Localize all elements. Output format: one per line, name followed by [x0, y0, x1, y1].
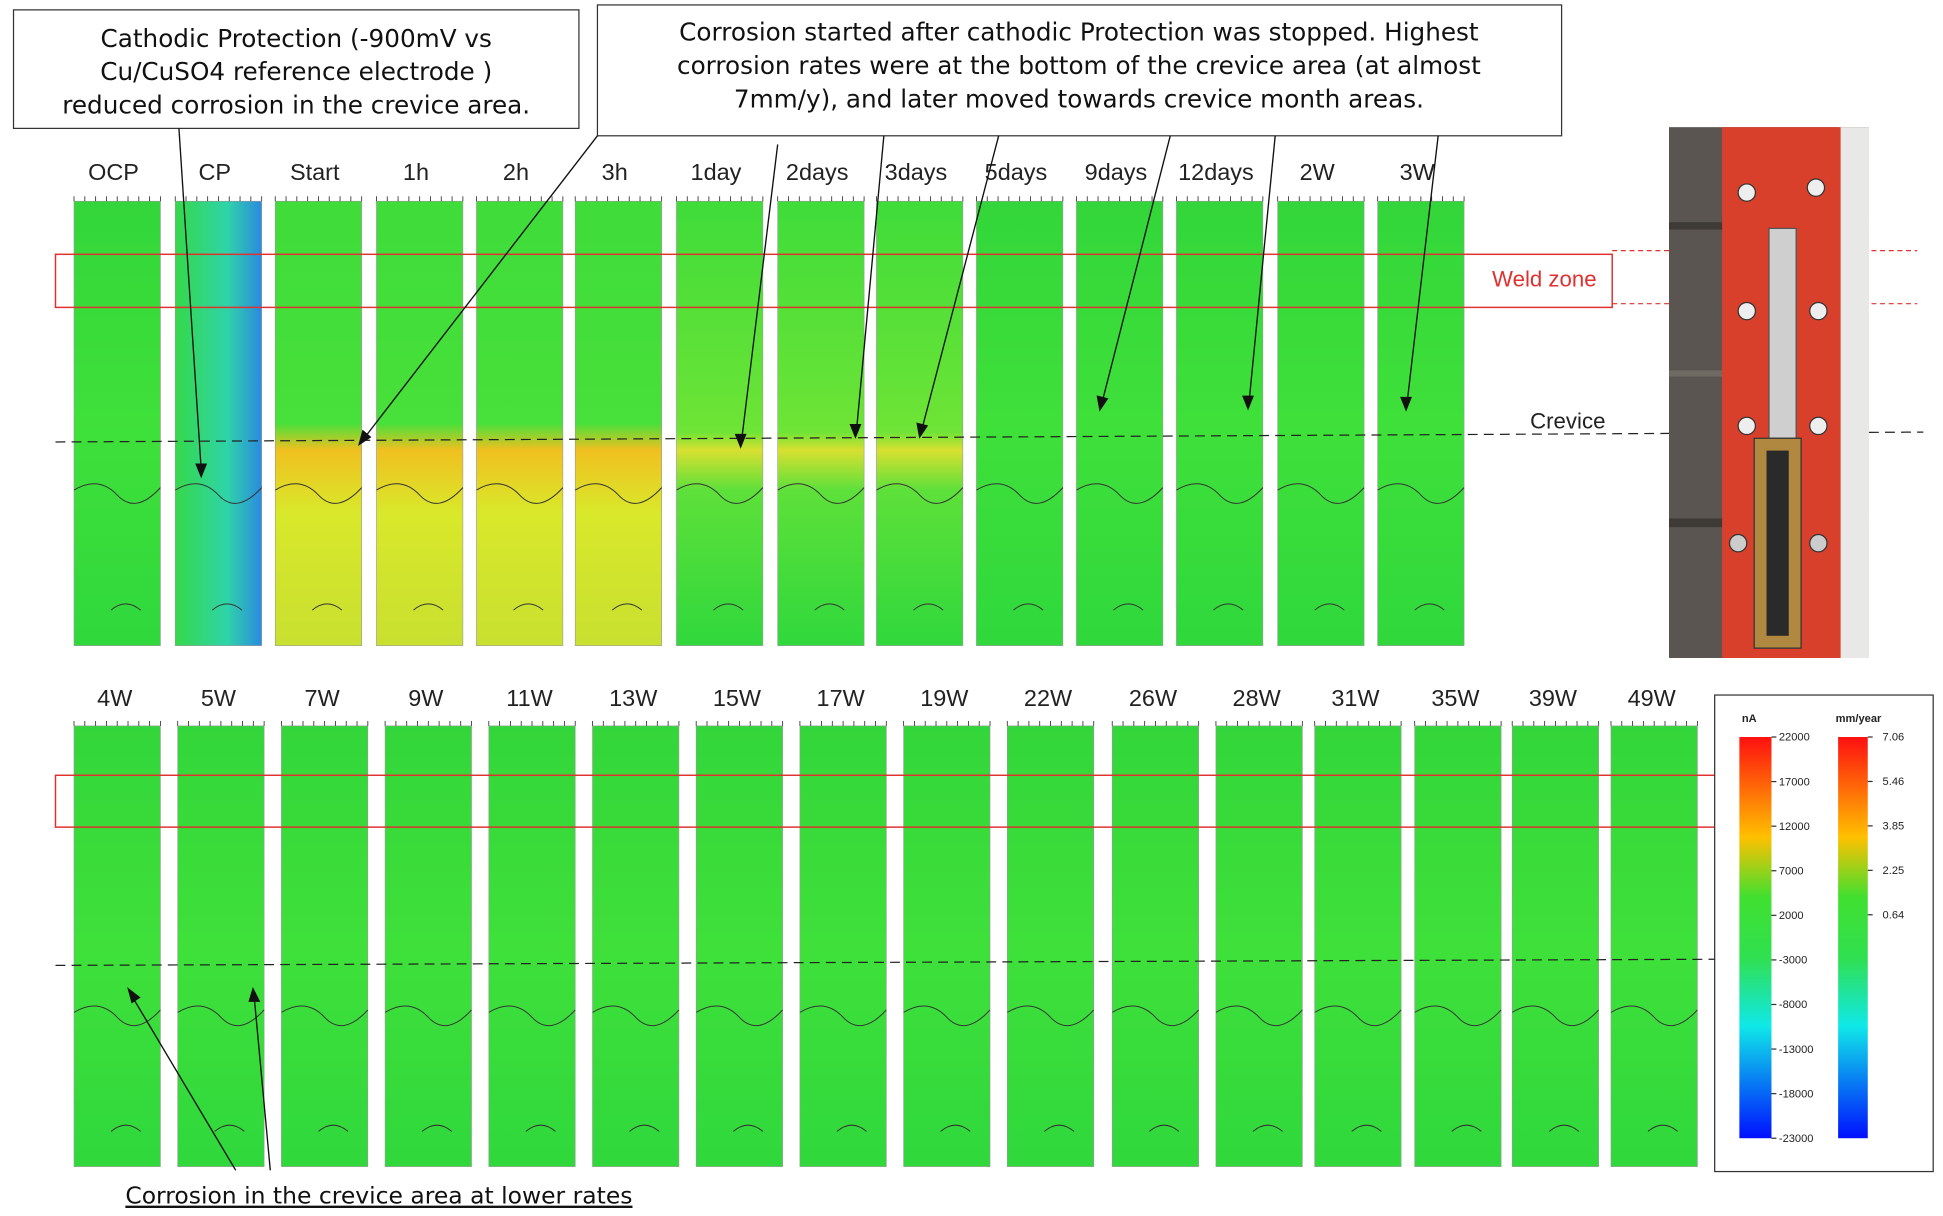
panel-label: 3days [885, 159, 948, 185]
contour-panel [778, 201, 864, 645]
panel-label: 7W [305, 685, 341, 711]
figure: OCP CP Start 1h 2h 3h 1day 2days 3days 5days 9days… [0, 0, 1943, 1216]
contour-panel [74, 726, 160, 1167]
panel-label: 17W [817, 685, 866, 711]
panel-label: 2days [786, 159, 849, 185]
panel-label: 5W [201, 685, 237, 711]
panel-label: 28W [1233, 685, 1282, 711]
weld-zone-label: Weld zone [1492, 266, 1597, 291]
colorbar-label: 2000 [1779, 910, 1804, 922]
panel-label: 49W [1628, 685, 1677, 711]
panel-label: 31W [1331, 685, 1380, 711]
colorbar-label: 17000 [1779, 776, 1810, 788]
colorbar [1838, 737, 1868, 1138]
contour-panel [489, 726, 575, 1167]
contour-panel [1007, 726, 1093, 1167]
contour-panel [385, 726, 471, 1167]
panel-label: 35W [1431, 685, 1480, 711]
legend-unit: mm/year [1836, 713, 1882, 725]
panel-label: CP [198, 159, 231, 185]
annotation-text: Cathodic Protection (-900mV vs [101, 24, 492, 53]
contour-panel [676, 201, 762, 645]
contour-panel [1315, 726, 1401, 1167]
panel-label: OCP [88, 159, 139, 185]
annotation-text: reduced corrosion in the crevice area. [62, 91, 530, 120]
panel-label: 4W [97, 685, 133, 711]
contour-panel [1378, 201, 1464, 645]
annotation-text: Corrosion started after cathodic Protect… [679, 18, 1479, 47]
annotation-text: corrosion rates were at the bottom of th… [677, 51, 1481, 80]
legend: nA mm/year 22000 17000 12000 7000 2000 -3000 -… [1715, 695, 1934, 1172]
colorbar-label: 2.25 [1883, 865, 1905, 877]
colorbar-label: 5.46 [1883, 776, 1905, 788]
contour-panel [976, 201, 1062, 645]
colorbar-label: 22000 [1779, 732, 1810, 744]
panel-label: 2W [1300, 159, 1336, 185]
colorbar-label: 0.64 [1883, 909, 1905, 921]
panel-label: Start [290, 159, 340, 185]
panel-label: 1h [403, 159, 429, 185]
caption: Corrosion in the crevice area at lower r… [125, 1182, 632, 1210]
panel-label: 9W [408, 685, 444, 711]
colorbar-label: -23000 [1779, 1133, 1814, 1145]
contour-panel [376, 201, 462, 645]
panels: OCP CP Start 1h 2h 3h 1day 2days 3days 5days 9days… [74, 159, 1697, 1166]
contour-panel [1611, 726, 1697, 1167]
contour-panel [1216, 726, 1302, 1167]
contour-panel [1112, 726, 1198, 1167]
panel-label: 15W [713, 685, 762, 711]
contour-panel [1512, 726, 1598, 1167]
colorbar-label: -3000 [1779, 955, 1807, 967]
panel-label: 5days [985, 159, 1048, 185]
panel-label: 13W [609, 685, 658, 711]
specimen-photo [1669, 127, 1869, 658]
colorbar-label: -18000 [1779, 1088, 1814, 1100]
contour-panel [1415, 726, 1501, 1167]
contour-panel [281, 726, 367, 1167]
contour-panel [593, 726, 679, 1167]
annotation-text: 7mm/y), and later moved towards crevice … [734, 84, 1424, 113]
panel-label: 19W [920, 685, 969, 711]
panel-label: 1day [691, 159, 742, 185]
panel-label: 26W [1129, 685, 1178, 711]
contour-panel [696, 726, 782, 1167]
contour-panel [74, 201, 160, 645]
colorbar-label: 12000 [1779, 821, 1810, 833]
panel-label: 9days [1085, 159, 1148, 185]
crevice-label: Crevice [1530, 408, 1605, 433]
colorbar-label: 3.85 [1883, 821, 1905, 833]
panel-label: 22W [1024, 685, 1073, 711]
colorbar-label: 7.06 [1883, 732, 1905, 744]
colorbar-label: 7000 [1779, 865, 1804, 877]
contour-panel [1278, 201, 1364, 645]
panel-label: 2h [503, 159, 529, 185]
contour-panel [1076, 201, 1162, 645]
panel-label: 3h [602, 159, 628, 185]
panel-label: 39W [1529, 685, 1578, 711]
contour-panel [275, 201, 361, 645]
panel-label: 12days [1178, 159, 1254, 185]
contour-panel [476, 201, 562, 645]
colorbar-label: -13000 [1779, 1044, 1814, 1056]
annotation-text: Cu/CuSO4 reference electrode ) [100, 57, 492, 86]
contour-panel [800, 726, 886, 1167]
colorbar-label: -8000 [1779, 999, 1807, 1011]
legend-unit: nA [1742, 713, 1757, 725]
contour-panel [178, 726, 264, 1167]
panel-label: 11W [506, 685, 553, 711]
panel-label: 3W [1400, 159, 1436, 185]
colorbar [1739, 737, 1771, 1138]
contour-panel [904, 726, 990, 1167]
contour-panel [575, 201, 661, 645]
contour-panel [1176, 201, 1262, 645]
